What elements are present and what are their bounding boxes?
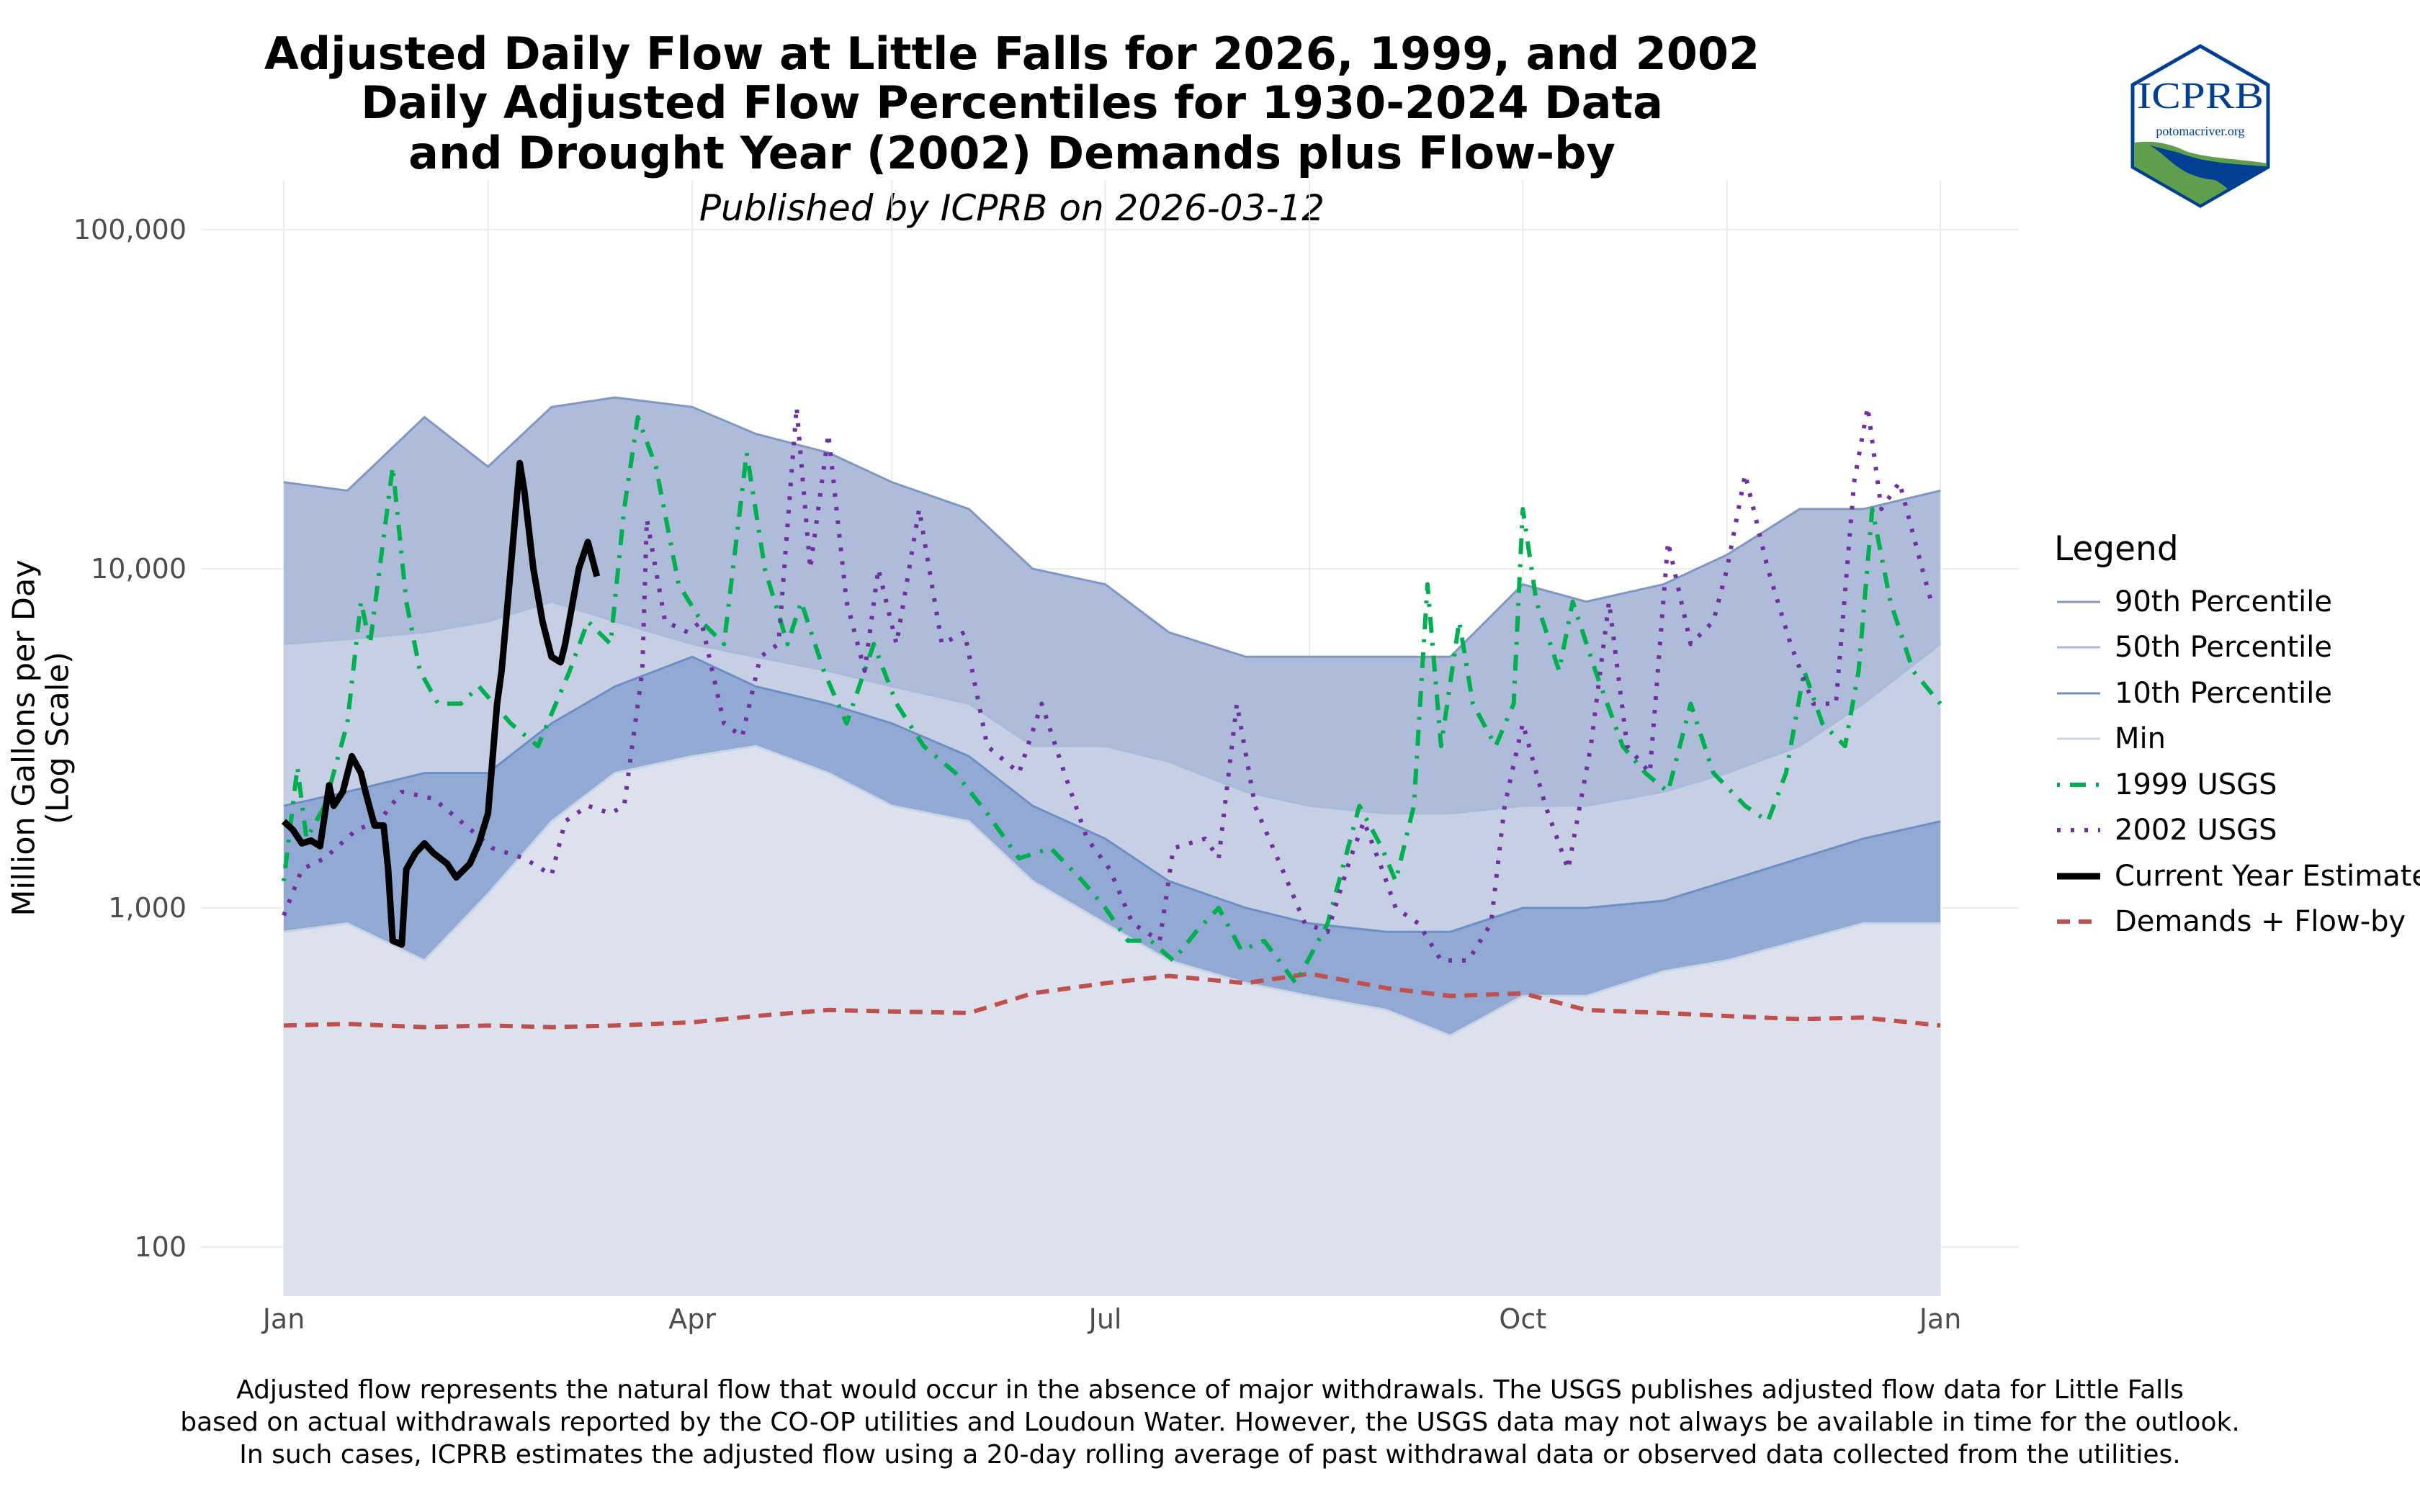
x-tick-label: Apr	[668, 1303, 716, 1335]
legend-label: Demands + Flow-by	[2115, 905, 2406, 939]
footer-line: based on actual withdrawals reported by …	[180, 1408, 2240, 1437]
y-tick-label: 100,000	[73, 214, 187, 246]
legend-swatch-icon	[2057, 782, 2100, 787]
legend-swatch-icon	[2057, 737, 2100, 740]
band-line-p10	[283, 655, 1941, 933]
y-tick-label: 100	[134, 1231, 187, 1263]
legend-title: Legend	[2054, 529, 2179, 569]
footer-line: Adjusted flow represents the natural flo…	[236, 1375, 2184, 1405]
legend-item: 10th Percentile	[2054, 670, 2420, 716]
x-tick-label: Oct	[1499, 1303, 1546, 1335]
legend-item: Min	[2054, 716, 2420, 762]
legend-label: 50th Percentile	[2115, 631, 2332, 665]
legend-label: 90th Percentile	[2115, 585, 2332, 618]
legend-label: 1999 USGS	[2115, 768, 2277, 801]
legend-swatch-icon	[2057, 600, 2100, 603]
legend-swatch-icon	[2057, 692, 2100, 695]
band-line-p50	[283, 600, 1941, 815]
chart-subtitle: Published by ICPRB on 2026-03-12	[699, 187, 1325, 229]
legend-label: Current Year Estimate	[2115, 859, 2420, 893]
band-area-min	[284, 746, 1940, 1296]
band-line-p90	[283, 396, 1941, 658]
footer-note: Adjusted flow represents the natural flo…	[0, 1374, 2420, 1471]
logo-text: ICPRB	[2137, 76, 2264, 117]
y-axis-label: Million Gallons per Day (Log Scale)	[6, 559, 76, 917]
chart-title-line-2: Daily Adjusted Flow Percentiles for 1930…	[361, 76, 1663, 129]
x-tick-label: Jan	[1918, 1303, 1962, 1335]
chart-title-line-1: Adjusted Daily Flow at Little Falls for …	[264, 27, 1760, 80]
chart-title-line-3: and Drought Year (2002) Demands plus Flo…	[408, 127, 1615, 179]
legend-label: 10th Percentile	[2115, 676, 2332, 710]
legend-item: Current Year Estimate	[2054, 853, 2420, 899]
legend-swatch-icon	[2057, 646, 2100, 649]
legend: Legend 90th Percentile 50th Percentile 10t…	[2054, 529, 2420, 945]
legend-item: 2002 USGS	[2054, 808, 2420, 854]
icprb-logo: ICPRB potomacriver.org	[2130, 44, 2270, 208]
legend-item: 90th Percentile	[2054, 579, 2420, 625]
legend-swatch-icon	[2057, 873, 2100, 880]
logo-url: potomacriver.org	[2156, 124, 2244, 138]
series-line-2002-usgs	[282, 405, 1934, 963]
y-tick-label: 10,000	[91, 553, 187, 585]
x-tick-label: Jan	[261, 1303, 305, 1335]
legend-label: Min	[2115, 722, 2166, 756]
y-tick-label: 1,000	[108, 892, 187, 924]
legend-swatch-icon	[2057, 919, 2100, 924]
series-line-current-year-estimate	[281, 459, 601, 948]
legend-item: 50th Percentile	[2054, 625, 2420, 671]
legend-swatch-icon	[2057, 828, 2100, 833]
legend-item: Demands + Flow-by	[2054, 899, 2420, 945]
footer-line: In such cases, ICPRB estimates the adjus…	[239, 1440, 2181, 1470]
legend-label: 2002 USGS	[2115, 814, 2277, 847]
legend-item: 1999 USGS	[2054, 762, 2420, 808]
x-tick-label: Jul	[1088, 1303, 1122, 1335]
band-line-min	[283, 744, 1940, 1038]
